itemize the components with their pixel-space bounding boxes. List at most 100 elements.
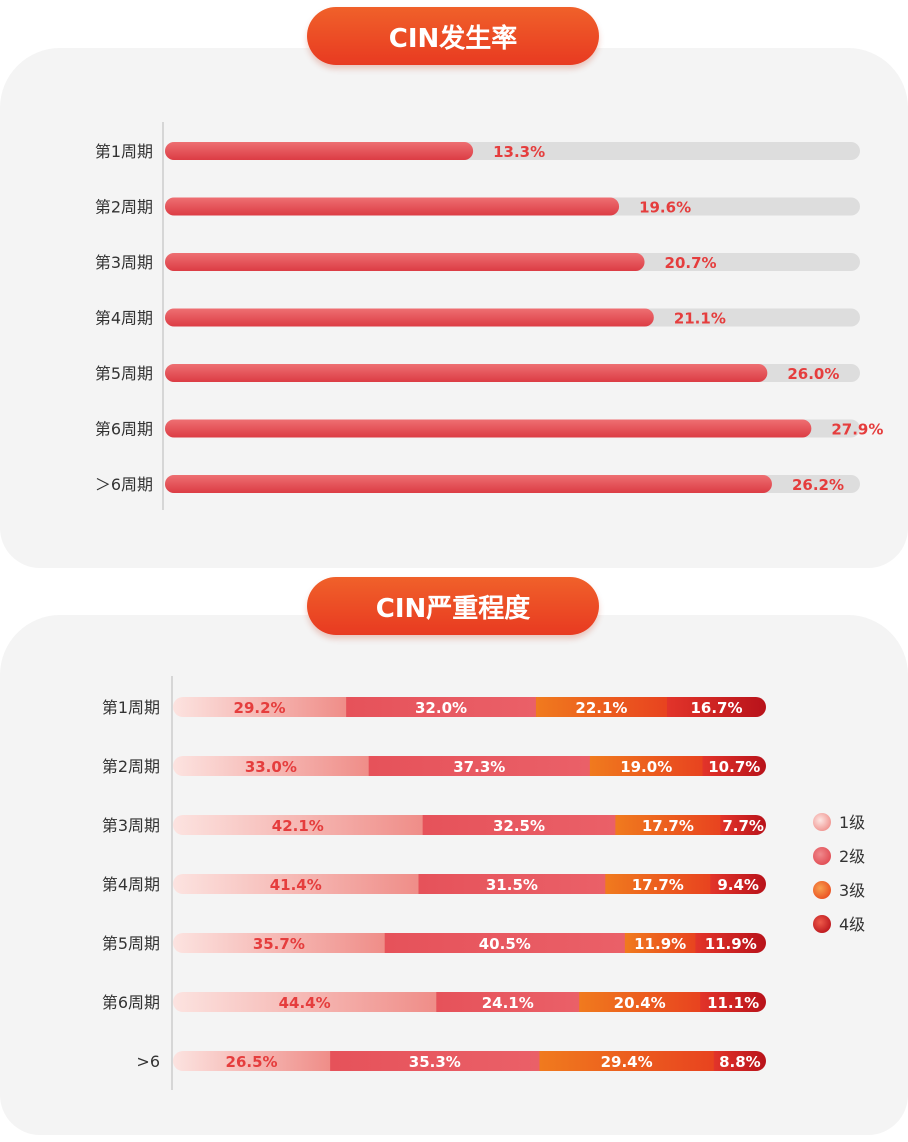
severity-segment-3: [589, 756, 704, 776]
severity-segment-1: [173, 874, 420, 894]
severity-segment-1: [173, 1051, 331, 1071]
incidence-row-label: 第4周期: [95, 309, 153, 328]
severity-row-label: 第3周期: [102, 816, 160, 835]
severity-segment-3: [539, 1051, 715, 1071]
severity-segment-2: [418, 874, 606, 894]
severity-value-label: 17.7%: [632, 876, 684, 894]
legend-label: 2级: [839, 847, 865, 866]
legend-swatch-3: [813, 881, 831, 899]
severity-segment-1: [173, 697, 347, 717]
incidence-value-label: 21.1%: [674, 310, 726, 328]
severity-segment-1: [173, 815, 424, 835]
severity-segment-3: [605, 874, 711, 894]
severity-segment-4: [702, 756, 766, 776]
severity-stacked-row: [173, 992, 766, 1012]
severity-value-label: 32.5%: [493, 817, 545, 835]
incidence-row-label: 第6周期: [95, 420, 153, 439]
severity-value-label: 10.7%: [708, 758, 760, 776]
severity-segment-2: [330, 1051, 540, 1071]
severity-segment-2: [436, 992, 580, 1012]
severity-row-label: 第5周期: [102, 934, 160, 953]
severity-segment-4: [720, 815, 766, 835]
severity-segment-3: [615, 815, 721, 835]
severity-value-label: 37.3%: [453, 758, 505, 776]
severity-stacked-row: [173, 874, 766, 894]
severity-value-label: 22.1%: [575, 699, 627, 717]
severity-row-label: 第6周期: [102, 993, 160, 1012]
severity-segment-2: [422, 815, 616, 835]
severity-stacked-row: [173, 815, 766, 835]
incidence-row-label: ＞6周期: [95, 475, 153, 494]
severity-value-label: 40.5%: [479, 935, 531, 953]
severity-segment-3: [624, 933, 696, 953]
severity-value-label: 31.5%: [486, 876, 538, 894]
incidence-row-label: 第5周期: [95, 364, 153, 383]
severity-segment-1: [173, 756, 370, 776]
severity-value-label: 8.8%: [719, 1053, 761, 1071]
severity-segment-1: [173, 992, 437, 1012]
incidence-bar: [165, 419, 812, 438]
severity-value-label: 11.9%: [705, 935, 757, 953]
incidence-value-label: 19.6%: [639, 199, 691, 217]
severity-segment-1: [173, 933, 386, 953]
severity-value-label: 7.7%: [722, 817, 764, 835]
legend-swatch-2: [813, 847, 831, 865]
severity-value-label: 33.0%: [245, 758, 297, 776]
legend-swatch-4: [813, 915, 831, 933]
incidence-bar: [165, 308, 654, 327]
severity-row-label: 第2周期: [102, 757, 160, 776]
severity-segment-3: [579, 992, 701, 1012]
severity-row-label: 第4周期: [102, 875, 160, 894]
severity-segment-4: [695, 933, 766, 953]
incidence-bar: [165, 142, 474, 160]
severity-value-label: 24.1%: [482, 994, 534, 1012]
incidence-row-label: 第1周期: [95, 142, 153, 161]
severity-segment-4: [700, 992, 766, 1012]
legend-label: 1级: [839, 813, 865, 832]
legend-swatch-1: [813, 813, 831, 831]
incidence-bar: [165, 475, 772, 493]
severity-value-label: 26.5%: [226, 1053, 278, 1071]
severity-row-label: >6: [136, 1052, 160, 1071]
severity-segment-2: [384, 933, 626, 953]
severity-segment-4: [666, 697, 766, 717]
severity-value-label: 41.4%: [270, 876, 322, 894]
incidence-bar: [165, 364, 768, 382]
severity-value-label: 19.0%: [620, 758, 672, 776]
severity-segment-4: [710, 874, 766, 894]
severity-value-label: 11.1%: [707, 994, 759, 1012]
severity-row-label: 第1周期: [102, 698, 160, 717]
severity-value-label: 11.9%: [634, 935, 686, 953]
severity-chart-title: CIN严重程度: [375, 593, 531, 624]
incidence-value-label: 20.7%: [665, 254, 717, 272]
incidence-bar: [165, 197, 620, 216]
severity-value-label: 17.7%: [642, 817, 694, 835]
severity-value-label: 44.4%: [279, 994, 331, 1012]
severity-value-label: 9.4%: [717, 876, 759, 894]
severity-value-label: 20.4%: [614, 994, 666, 1012]
severity-stacked-row: [173, 1051, 766, 1071]
severity-value-label: 29.4%: [601, 1053, 653, 1071]
legend-label: 3级: [839, 881, 865, 900]
severity-value-label: 32.0%: [415, 699, 467, 717]
severity-value-label: 16.7%: [690, 699, 742, 717]
severity-segment-3: [535, 697, 668, 717]
severity-value-label: 29.2%: [234, 699, 286, 717]
severity-segment-2: [346, 697, 537, 717]
incidence-value-label: 26.0%: [787, 365, 839, 383]
severity-segment-4: [713, 1051, 766, 1071]
incidence-chart-title: CIN发生率: [388, 23, 518, 54]
incidence-title-pill: CIN发生率: [307, 7, 599, 65]
incidence-value-label: 26.2%: [792, 476, 844, 494]
incidence-row-label: 第3周期: [95, 253, 153, 272]
severity-value-label: 35.3%: [409, 1053, 461, 1071]
severity-stacked-row: [173, 933, 766, 953]
legend-label: 4级: [839, 915, 865, 934]
severity-stacked-row: [173, 697, 766, 717]
incidence-bar: [165, 253, 645, 271]
severity-value-label: 42.1%: [272, 817, 324, 835]
incidence-value-label: 27.9%: [831, 421, 883, 439]
incidence-row-label: 第2周期: [95, 198, 153, 217]
severity-segment-2: [368, 756, 591, 776]
